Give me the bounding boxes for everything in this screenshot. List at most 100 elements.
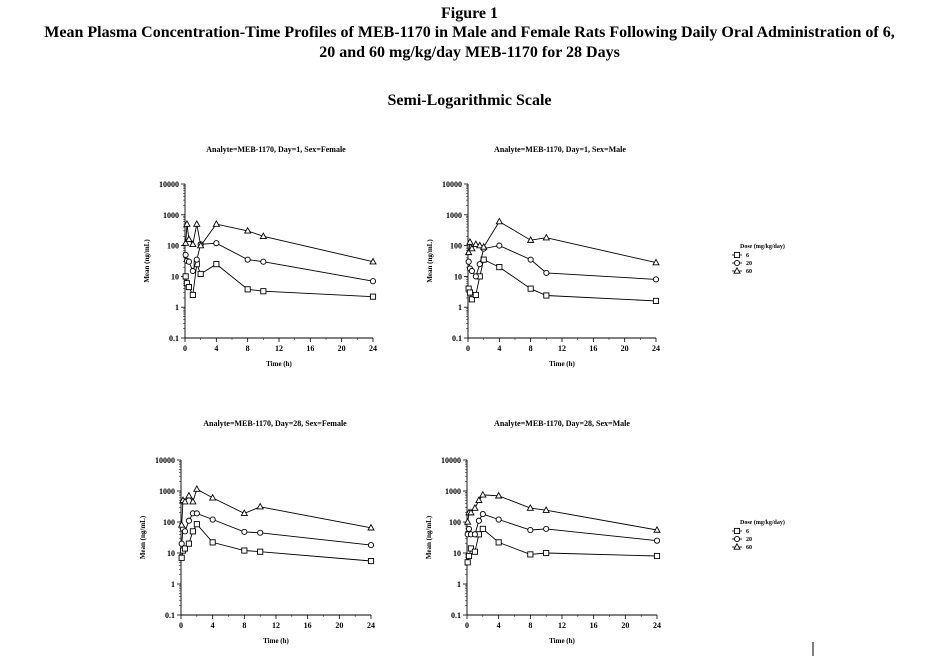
data-point [260, 258, 267, 265]
x-tick-label: 16 [590, 621, 598, 630]
legend-label: 20 [746, 261, 752, 267]
triangle-icon [733, 266, 741, 274]
x-tick-label: 16 [306, 344, 314, 353]
series-20 [464, 511, 661, 544]
data-point [369, 278, 377, 285]
y-axis-label: Mean (ng/mL) [425, 515, 433, 559]
data-point [467, 508, 475, 516]
data-point [259, 232, 268, 239]
y-tick-label: 10 [167, 549, 175, 558]
legend-label: 6 [746, 253, 749, 259]
y-axis-label: Mean (ng/mL) [143, 239, 151, 283]
data-point [193, 510, 200, 517]
data-point [543, 292, 550, 299]
data-point [466, 237, 474, 245]
data-point [209, 539, 216, 546]
data-point [185, 491, 193, 499]
panel-title: Analyte=MEB-1170, Day=1, Sex=Female [206, 145, 346, 154]
data-point [185, 284, 192, 291]
series-6 [465, 256, 660, 304]
chart-panel-1: Analyte=MEB-1170, Day=1, Sex=Female 0.1 1 1… [143, 145, 377, 368]
series-line [468, 258, 657, 302]
data-point [543, 525, 550, 532]
data-point [653, 552, 661, 560]
data-point [257, 529, 264, 536]
series-60 [181, 219, 377, 265]
data-point [181, 528, 189, 535]
data-point [471, 504, 479, 511]
y-tick-label: 0.1 [169, 334, 179, 343]
data-point [495, 516, 502, 523]
series-60 [177, 484, 375, 531]
data-point [196, 241, 205, 249]
y-tick-label: 10 [171, 272, 179, 281]
chart-panel-4: Analyte=MEB-1170, Day=28, Sex=Male 0.1 1 10… [425, 419, 661, 645]
data-point [476, 261, 483, 268]
y-tick-label: 100 [167, 242, 179, 251]
panel-title: Analyte=MEB-1170, Day=28, Sex=Female [203, 419, 347, 428]
figure-title-line-1: Mean Plasma Concentration-Time Profiles … [44, 24, 895, 41]
y-tick-label: 1000 [163, 211, 179, 220]
data-point [182, 273, 189, 280]
x-axis-label: Time (h) [266, 360, 292, 368]
data-point [479, 490, 487, 498]
data-point [527, 285, 534, 292]
series-line [181, 488, 372, 529]
data-point [193, 521, 200, 528]
x-tick-label: 4 [214, 344, 218, 353]
data-point [213, 240, 220, 247]
triangle-icon [733, 542, 741, 550]
data-point [466, 289, 474, 296]
legend-title: Dose (mg/kg/day) [740, 243, 785, 250]
series-20 [182, 240, 377, 285]
y-tick-label: 10 [453, 549, 461, 558]
y-tick-label: 10000 [442, 180, 462, 189]
x-tick-label: 24 [367, 621, 375, 630]
data-point [189, 497, 197, 505]
data-point [185, 517, 192, 524]
x-tick-label: 12 [272, 621, 280, 630]
x-tick-label: 0 [466, 344, 470, 353]
circle-icon [733, 535, 741, 543]
series-line [185, 223, 374, 263]
data-point [257, 548, 264, 555]
x-axis-label: Time (h) [263, 637, 289, 645]
legend-2: Dose (mg/kg/day) 6 20 60 [732, 519, 785, 551]
data-point [178, 540, 185, 547]
x-tick-label: 12 [558, 621, 566, 630]
data-point [542, 506, 550, 513]
data-point [181, 497, 189, 505]
x-tick-label: 20 [621, 621, 629, 630]
data-point [367, 542, 375, 549]
x-tick-label: 24 [653, 621, 661, 630]
data-point [193, 256, 200, 263]
data-point [369, 293, 377, 300]
x-tick-label: 8 [246, 344, 250, 353]
data-point [465, 552, 473, 560]
legend-label: 60 [746, 545, 752, 551]
y-tick-label: 0.1 [452, 334, 462, 343]
data-point [193, 484, 201, 492]
data-point [189, 291, 196, 298]
data-point [209, 516, 216, 523]
series-60 [464, 217, 660, 266]
x-tick-label: 12 [558, 344, 566, 353]
data-point [464, 248, 473, 256]
data-point [527, 256, 534, 263]
y-tick-label: 1000 [446, 211, 462, 220]
legend-entry: 20 [732, 535, 752, 543]
data-point [367, 557, 375, 565]
data-point [185, 235, 193, 242]
x-axis-label: Time (h) [549, 360, 575, 368]
data-point [479, 525, 486, 532]
data-point [189, 267, 196, 275]
y-tick-label: 1 [171, 580, 175, 589]
legend-entry: 60 [732, 542, 752, 551]
y-tick-label: 1 [457, 580, 461, 589]
x-tick-label: 8 [242, 621, 246, 630]
data-point [526, 504, 535, 511]
series-line [468, 245, 657, 280]
y-tick-label: 10 [454, 272, 462, 281]
data-point [494, 491, 503, 499]
